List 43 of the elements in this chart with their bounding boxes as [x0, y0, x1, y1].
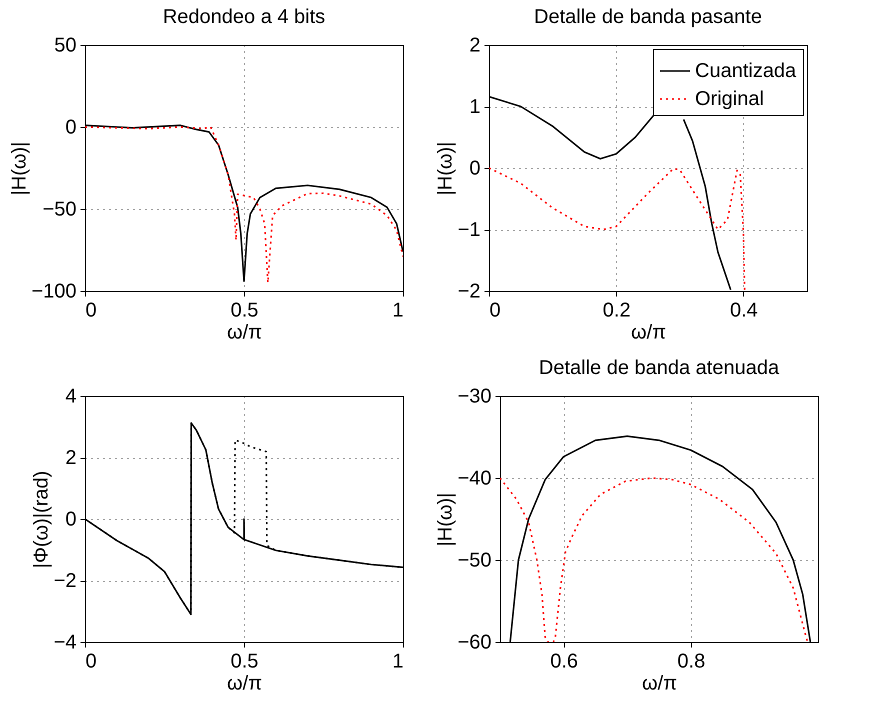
y-tick-label: 50	[54, 34, 76, 56]
y-tick-label: −1	[458, 219, 480, 241]
chart-title: Redondeo a 4 bits	[162, 6, 326, 28]
x-axis-title: ω/π	[227, 672, 262, 694]
line-series	[489, 167, 746, 291]
y-tick-label: −30	[458, 386, 492, 408]
x-tick-label: 0	[86, 650, 97, 672]
x-tick-label: 0.5	[230, 300, 258, 322]
y-tick-label: −60	[458, 632, 492, 654]
y-tick-label: 1	[469, 96, 480, 118]
x-tick-label: 0	[86, 300, 97, 322]
x-tick-label: 0.2	[602, 300, 631, 322]
y-tick-label: −40	[458, 468, 492, 490]
y-tick-label: 4	[65, 386, 76, 408]
line-series	[500, 477, 809, 642]
y-tick-label: 0	[65, 508, 76, 530]
y-tick-label: 2	[469, 34, 480, 56]
y-tick-label: 0	[469, 158, 480, 180]
y-axis-title: |H(ω)|	[434, 142, 457, 196]
x-axis-title: ω/π	[227, 322, 262, 344]
y-tick-label: −4	[54, 632, 76, 654]
y-tick-label: −50	[458, 550, 492, 572]
legend-label: Original	[695, 88, 764, 110]
legend-label: Cuantizada	[695, 60, 798, 82]
y-tick-label: −2	[458, 280, 480, 302]
y-tick-label: −100	[31, 280, 76, 302]
y-axis-title: |H(ω)|	[8, 142, 30, 196]
x-tick-label: 0.6	[550, 650, 578, 672]
x-axis-title: ω/π	[631, 322, 666, 344]
x-tick-label: 0.8	[677, 650, 706, 672]
x-tick-label: 1	[392, 300, 404, 322]
y-tick-label: 0	[65, 116, 76, 138]
y-tick-label: −2	[54, 570, 76, 592]
y-tick-label: −50	[42, 198, 76, 220]
x-tick-label: 1	[392, 650, 404, 672]
x-axis-title: ω/π	[642, 672, 677, 694]
x-tick-label: 0.4	[730, 300, 758, 322]
x-tick-label: 0.5	[230, 650, 258, 672]
chart-title: Detalle de banda atenuada	[538, 357, 780, 379]
chart-title: Detalle de banda pasante	[534, 6, 762, 28]
y-tick-label: 2	[65, 447, 76, 469]
y-axis-title: |H(ω)|	[434, 492, 457, 546]
y-axis-title: |Φ(ω)|(rad)	[30, 470, 53, 568]
